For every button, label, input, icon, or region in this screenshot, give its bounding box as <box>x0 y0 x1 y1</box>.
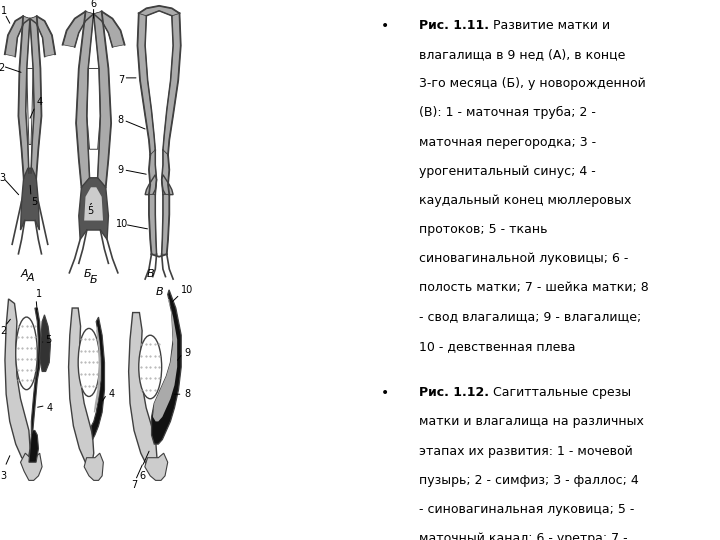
Polygon shape <box>91 317 104 440</box>
Text: маточная перегородка; 3 -: маточная перегородка; 3 - <box>419 136 596 148</box>
Text: 3: 3 <box>1 471 7 481</box>
Text: •: • <box>382 19 390 33</box>
Text: Сагиттальные срезы: Сагиттальные срезы <box>490 386 631 399</box>
Polygon shape <box>162 150 169 194</box>
Text: А: А <box>20 268 28 279</box>
Text: Б: Б <box>84 268 91 279</box>
Text: Рис. 1.11.: Рис. 1.11. <box>419 19 490 32</box>
Text: 10: 10 <box>116 219 128 230</box>
Polygon shape <box>27 69 33 145</box>
Text: Б: Б <box>90 275 97 285</box>
Text: 9: 9 <box>118 165 124 175</box>
Polygon shape <box>94 11 111 187</box>
Polygon shape <box>163 14 181 155</box>
Polygon shape <box>94 11 125 47</box>
Polygon shape <box>145 175 156 194</box>
Polygon shape <box>84 187 103 220</box>
Text: Развитие матки и: Развитие матки и <box>490 19 611 32</box>
Text: каудальный конец мюллеровых: каудальный конец мюллеровых <box>419 194 631 207</box>
Polygon shape <box>149 194 156 254</box>
Polygon shape <box>87 69 100 149</box>
Polygon shape <box>5 299 30 462</box>
Text: 2: 2 <box>0 64 5 73</box>
Text: А: А <box>26 273 34 283</box>
Text: 1: 1 <box>1 6 7 16</box>
Polygon shape <box>162 194 169 254</box>
Polygon shape <box>78 178 109 240</box>
Text: 4: 4 <box>36 97 42 107</box>
Text: маточный канал; 6 - уретра; 7 -: маточный канал; 6 - уретра; 7 - <box>419 532 628 540</box>
Text: протоков; 5 - ткань: протоков; 5 - ткань <box>419 223 548 236</box>
Polygon shape <box>5 16 30 57</box>
Polygon shape <box>30 16 55 57</box>
Text: 10 - девственная плева: 10 - девственная плева <box>419 340 576 353</box>
Polygon shape <box>153 299 177 421</box>
Polygon shape <box>138 14 156 155</box>
Text: (В): 1 - маточная труба; 2 -: (В): 1 - маточная труба; 2 - <box>419 106 596 119</box>
Text: 5: 5 <box>87 206 93 216</box>
Polygon shape <box>19 16 30 178</box>
Text: •: • <box>382 386 390 400</box>
Text: 4: 4 <box>108 389 114 399</box>
Polygon shape <box>162 175 173 194</box>
Text: влагалища в 9 нед (А), в конце: влагалища в 9 нед (А), в конце <box>419 48 626 61</box>
Text: В: В <box>156 287 163 296</box>
Text: - свод влагалища; 9 - влагалище;: - свод влагалища; 9 - влагалище; <box>419 310 642 323</box>
Polygon shape <box>30 16 42 178</box>
Text: 5: 5 <box>31 197 37 206</box>
Text: полость матки; 7 - шейка матки; 8: полость матки; 7 - шейка матки; 8 <box>419 281 649 294</box>
Polygon shape <box>63 11 94 47</box>
Text: синовагинальной луковицы; 6 -: синовагинальной луковицы; 6 - <box>419 252 629 265</box>
Ellipse shape <box>139 335 162 399</box>
Text: 3: 3 <box>0 173 6 183</box>
Text: 3-го месяца (Б), у новорожденной: 3-го месяца (Б), у новорожденной <box>419 77 646 90</box>
Text: Рис. 1.12.: Рис. 1.12. <box>419 386 490 399</box>
Text: В: В <box>146 268 154 279</box>
Text: 6: 6 <box>91 0 96 9</box>
Ellipse shape <box>78 328 100 396</box>
Text: 8: 8 <box>118 115 124 125</box>
Text: 10: 10 <box>181 285 194 295</box>
Ellipse shape <box>16 317 37 390</box>
Polygon shape <box>84 453 104 481</box>
Text: 8: 8 <box>184 389 190 399</box>
Polygon shape <box>31 308 41 435</box>
Text: 4: 4 <box>47 403 53 413</box>
Polygon shape <box>76 11 94 187</box>
Text: 7: 7 <box>131 480 138 490</box>
Text: 2: 2 <box>1 326 7 336</box>
Text: матки и влагалища на различных: матки и влагалища на различных <box>419 415 644 428</box>
Polygon shape <box>149 150 156 194</box>
Polygon shape <box>145 453 168 481</box>
Text: этапах их развития: 1 - мочевой: этапах их развития: 1 - мочевой <box>419 444 633 457</box>
Polygon shape <box>139 6 179 16</box>
Polygon shape <box>40 315 50 372</box>
Polygon shape <box>68 308 94 467</box>
Text: - синовагинальная луковица; 5 -: - синовагинальная луковица; 5 - <box>419 503 635 516</box>
Polygon shape <box>29 430 38 462</box>
Polygon shape <box>151 290 181 444</box>
Polygon shape <box>20 168 40 230</box>
Text: 7: 7 <box>118 76 124 85</box>
Text: пузырь; 2 - симфиз; 3 - фаллос; 4: пузырь; 2 - симфиз; 3 - фаллос; 4 <box>419 474 639 487</box>
Text: 1: 1 <box>36 289 42 299</box>
Polygon shape <box>20 453 42 481</box>
Text: 5: 5 <box>45 335 52 345</box>
Text: 6: 6 <box>140 471 145 481</box>
Polygon shape <box>94 326 101 413</box>
Text: урогенитальный синус; 4 -: урогенитальный синус; 4 - <box>419 165 596 178</box>
Polygon shape <box>129 313 157 471</box>
Text: 9: 9 <box>184 348 190 359</box>
